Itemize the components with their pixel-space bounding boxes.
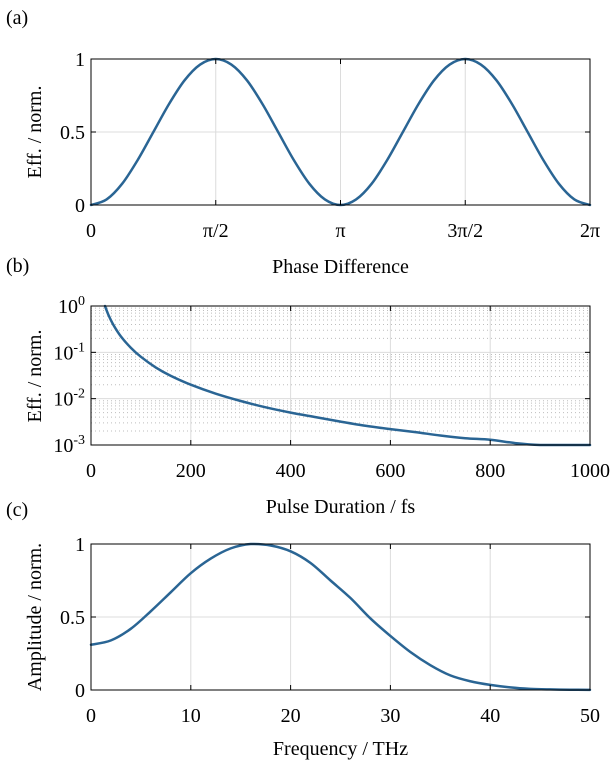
panel-a-chart: 0 π/2 π 3π/2 2π 0 0.5 1 Phase Difference Eff. /…: [24, 49, 600, 278]
panel-b-ylabel: Eff. / norm.: [24, 330, 46, 423]
panel-c-label: (c): [6, 499, 28, 521]
panel-c-y-tick-label: 0: [75, 680, 85, 702]
panel-b-chart: 0 200 400 600 800 1000 10-3 10-2 10-1 100 Pulse D…: [24, 294, 610, 518]
panel-a-ticks: 0 π/2 π 3π/2 2π 0 0.5 1: [60, 49, 600, 242]
panel-c-y-tick-label: 0.5: [60, 607, 85, 629]
panel-c-ylabel: Amplitude / norm.: [24, 543, 46, 691]
panel-c-chart: 0 10 20 30 40 50 0 0.5 1 Frequency / THz Amplitu…: [24, 534, 600, 760]
panel-a-x-tick-label: 2π: [580, 220, 600, 242]
panel-c-grid: [90, 543, 591, 691]
panel-c-x-tick-label: 30: [380, 705, 400, 727]
panel-a-label: (a): [6, 7, 28, 29]
panel-b-xlabel: Pulse Duration / fs: [266, 496, 416, 518]
panel-a-y-tick-label: 0.5: [60, 122, 85, 144]
panel-a-xlabel: Phase Difference: [272, 256, 409, 278]
panel-b-grid: [90, 305, 591, 446]
panel-b-x-tick-label: 0: [86, 460, 96, 482]
panel-a-x-tick-label: π/2: [203, 220, 229, 242]
panel-b-x-tick-label: 600: [375, 460, 405, 482]
panel-c-x-tick-label: 0: [86, 705, 96, 727]
panel-c-series-line-0: [89, 542, 592, 692]
panel-c-x-tick-label: 50: [580, 705, 600, 727]
panel-b-y-tick-label: 10-2: [53, 387, 85, 411]
panel-b-x-tick-label: 800: [475, 460, 505, 482]
panel-b-series: [103, 304, 592, 447]
panel-a-y-tick-label: 0: [75, 195, 85, 217]
panel-b-y-tick-label: 100: [58, 294, 85, 318]
panel-a-y-tick-label: 1: [75, 49, 85, 71]
panel-a-ylabel: Eff. / norm.: [24, 86, 46, 179]
panel-b-axes-frame: [90, 305, 591, 446]
panel-a-grid: [90, 58, 591, 206]
panel-b-x-tick-label: 400: [276, 460, 306, 482]
panel-a-x-tick-label: 3π/2: [447, 220, 483, 242]
panel-c-ticks: 0 10 20 30 40 50 0 0.5 1: [60, 534, 600, 727]
panel-c-x-tick-label: 20: [281, 705, 301, 727]
panel-b-x-tick-label: 200: [176, 460, 206, 482]
panel-b-y-tick-label: 10-3: [53, 433, 85, 457]
panel-a-x-tick-label: π: [335, 220, 345, 242]
panel-c-y-tick-label: 1: [75, 534, 85, 556]
panel-c-series: [89, 542, 592, 692]
panel-a-x-tick-label: 0: [86, 220, 96, 242]
panel-b-y-tick-label: 10-1: [53, 340, 85, 364]
panel-b-label: (b): [6, 255, 29, 277]
panel-b-x-tick-label: 1000: [570, 460, 610, 482]
panel-c-x-tick-label: 40: [480, 705, 500, 727]
panel-c-xlabel: Frequency / THz: [273, 738, 408, 760]
panel-c-x-tick-label: 10: [181, 705, 201, 727]
panel-b-ticks: 0 200 400 600 800 1000 10-3 10-2 10-1 100: [53, 294, 610, 482]
panel-b-series-line-0: [103, 304, 592, 447]
